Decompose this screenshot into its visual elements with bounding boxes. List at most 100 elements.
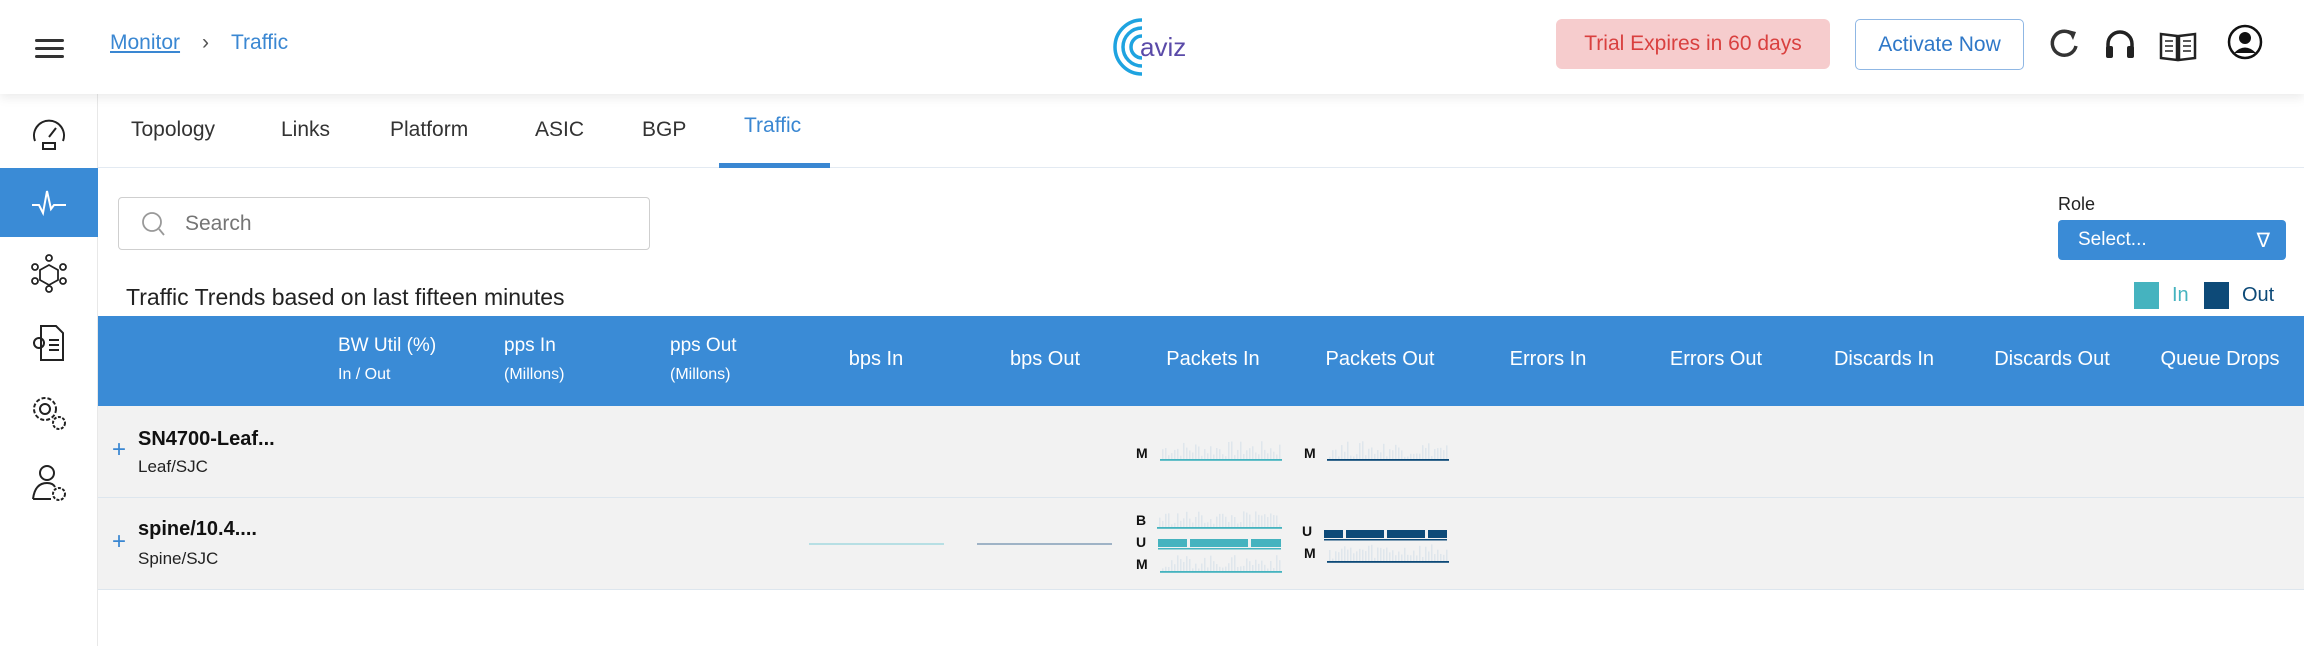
- packets-in-label: U: [1136, 534, 1147, 550]
- sparkline-tick: [1407, 456, 1409, 459]
- sparkline-tick: [1335, 551, 1337, 561]
- sparkline-tick: [1431, 455, 1433, 459]
- refresh-icon[interactable]: [2044, 22, 2084, 68]
- tab-links[interactable]: Links: [281, 118, 331, 141]
- sparkline-tick: [1186, 447, 1188, 459]
- sparkline-tick: [1198, 568, 1200, 571]
- sparkline-tick: [1222, 454, 1224, 459]
- sidebar-item-dashboard[interactable]: [0, 98, 98, 167]
- sparkline-tick: [1198, 446, 1200, 459]
- sparkline-tick: [1186, 556, 1188, 571]
- sparkline-tick: [1222, 567, 1224, 571]
- expand-row-button[interactable]: +: [112, 528, 127, 555]
- sparkline-tick: [1350, 547, 1352, 561]
- sparkline-tick: [1267, 517, 1269, 527]
- sparkline-tick: [1344, 451, 1346, 459]
- device-name[interactable]: SN4700-Leaf...: [138, 428, 275, 450]
- user-icon[interactable]: [2225, 22, 2265, 68]
- tab-traffic[interactable]: Traffic: [744, 114, 802, 137]
- sparkline-tick: [1261, 515, 1263, 527]
- sparkline-tick: [1338, 456, 1340, 459]
- device-name[interactable]: spine/10.4....: [138, 518, 257, 540]
- sparkline-tick: [1168, 567, 1170, 571]
- sparkline-tick: [1207, 522, 1209, 527]
- search-field[interactable]: [118, 197, 650, 250]
- sparkline-tick: [1410, 453, 1412, 459]
- sparkline-tick: [1428, 443, 1430, 459]
- sparkline-tick: [1422, 557, 1424, 561]
- activate-now-button[interactable]: Activate Now: [1855, 19, 2024, 70]
- role-select-value: Select...: [2078, 229, 2147, 250]
- sparkline-tick: [1216, 564, 1218, 571]
- sparkline-tick: [1246, 558, 1248, 571]
- table-header: BW Util (%) In / Out pps In (Millons) pps …: [98, 316, 2304, 406]
- expand-row-button[interactable]: +: [112, 436, 127, 463]
- sparkline-tick: [1171, 560, 1173, 571]
- col-pps-out: pps Out (Millons): [670, 335, 737, 383]
- sparkline-tick: [1365, 551, 1367, 561]
- sparkline-tick: [1374, 557, 1376, 561]
- sparkline-tick: [1279, 444, 1281, 459]
- sparkline-tick: [1249, 448, 1251, 459]
- book-icon[interactable]: [2158, 22, 2198, 68]
- sparkline-tick: [1434, 448, 1436, 459]
- sparkline-tick: [1386, 547, 1388, 561]
- legend-in-label: In: [2172, 284, 2189, 306]
- sparkline-tick: [1341, 445, 1343, 459]
- sidebar-item-monitor[interactable]: [0, 168, 98, 237]
- sparkline-tick: [1204, 449, 1206, 459]
- tab-platform[interactable]: Platform: [390, 118, 469, 141]
- sidebar-item-settings[interactable]: [0, 378, 98, 447]
- sparkline-tick: [1168, 513, 1170, 527]
- sparkline-tick: [1380, 547, 1382, 561]
- sparkline-tick: [1273, 568, 1275, 571]
- sparkline-tick: [1255, 452, 1257, 459]
- sparkline-tick: [1440, 553, 1442, 561]
- sparkline-tick: [1422, 445, 1424, 459]
- packets-out-label: M: [1304, 445, 1316, 461]
- sparkline-tick: [1210, 519, 1212, 527]
- packets-out-sparkline: [1327, 441, 1449, 461]
- headset-icon[interactable]: [2100, 22, 2140, 68]
- tab-asic[interactable]: ASIC: [535, 118, 585, 141]
- sparkline-baseline: [1160, 459, 1282, 461]
- col-packets-out: Packets Out: [1325, 348, 1435, 370]
- sparkline-tick: [1201, 455, 1203, 459]
- search-input[interactable]: [185, 211, 625, 236]
- sparkline-tick: [1213, 523, 1215, 527]
- sparkline-tick: [1365, 455, 1367, 459]
- sidebar-item-user-settings[interactable]: [0, 448, 98, 517]
- sparkline-tick: [1207, 453, 1209, 459]
- sparkline-tick: [1350, 455, 1352, 459]
- tab-bgp[interactable]: BGP: [642, 118, 687, 141]
- sparkline-tick: [1219, 566, 1221, 571]
- packets-in-sparkline: [1160, 555, 1282, 573]
- packets-in-sparkline: [1157, 511, 1282, 529]
- sparkline-tick: [1398, 447, 1400, 459]
- sparkline-tick: [1180, 520, 1182, 527]
- tab-topology[interactable]: Topology: [131, 118, 216, 141]
- breadcrumb-monitor[interactable]: Monitor: [110, 31, 181, 54]
- sidebar-item-network[interactable]: [0, 238, 98, 307]
- sparkline-tick: [1329, 549, 1331, 561]
- sparkline-tick: [1356, 551, 1358, 561]
- col-discards-out: Discards Out: [1994, 348, 2110, 370]
- sparkline-tick: [1279, 524, 1281, 527]
- breadcrumb-traffic: Traffic: [231, 31, 289, 54]
- sparkline-tick: [1380, 452, 1382, 459]
- sparkline-tick: [1201, 515, 1203, 527]
- sparkline-tick: [1171, 524, 1173, 527]
- hamburger-menu-icon[interactable]: [35, 34, 64, 63]
- sparkline-tick: [1270, 513, 1272, 527]
- sparkline-tick: [1243, 453, 1245, 459]
- sparkline-tick: [1183, 518, 1185, 527]
- search-icon: [142, 211, 165, 236]
- sparkline-tick: [1162, 568, 1164, 571]
- packets-out-sparkline: [1327, 544, 1449, 563]
- sidebar-item-config[interactable]: [0, 308, 98, 377]
- sparkline-tick: [1186, 511, 1188, 527]
- role-select[interactable]: Select... ∇: [2058, 220, 2286, 260]
- sparkline-tick: [1237, 567, 1239, 571]
- sparkline-tick: [1174, 522, 1176, 527]
- network-cube-icon: [31, 253, 67, 293]
